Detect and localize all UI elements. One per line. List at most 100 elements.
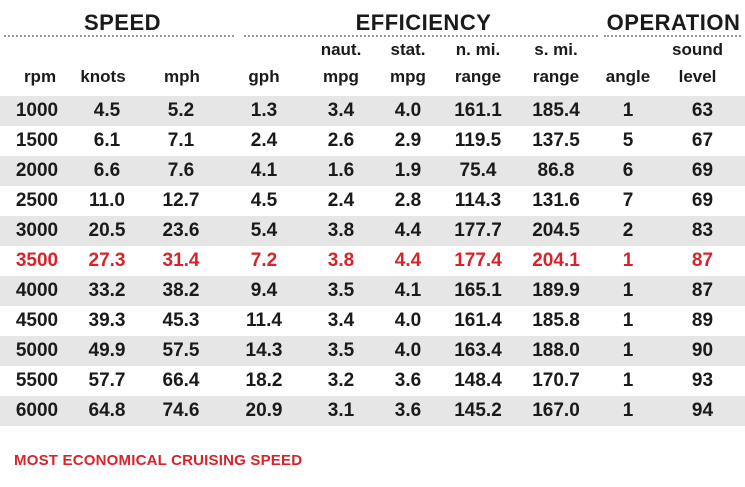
cell-mph: 57.5 <box>140 336 222 366</box>
cell-angle: 1 <box>596 276 660 306</box>
cell-knots: 6.6 <box>74 156 140 186</box>
cell-mph: 45.3 <box>162 310 200 331</box>
header-top-stat: stat. <box>390 40 426 59</box>
cell-smi-range: 204.1 <box>532 250 580 271</box>
cell-angle: 6 <box>596 156 660 186</box>
operation-title: OPERATION <box>606 10 741 35</box>
cell-nmi-range: 177.4 <box>454 250 502 271</box>
cell-nmi-range: 177.7 <box>440 216 516 246</box>
cell-nmi-range: 163.4 <box>440 336 516 366</box>
cell-naut-mpg: 3.8 <box>327 250 355 271</box>
cell-smi-range: 131.6 <box>532 190 580 211</box>
cell-gph: 14.3 <box>222 336 306 366</box>
cell-gph: 2.4 <box>250 130 278 151</box>
cell-rpm: 4500 <box>15 310 59 331</box>
cell-smi-range: 185.4 <box>516 96 596 126</box>
cell-mph: 38.2 <box>140 276 222 306</box>
cell-knots: 39.3 <box>88 310 126 331</box>
cell-stat-mpg: 4.0 <box>376 336 440 366</box>
table-row: 3000 20.5 23.6 5.4 3.8 4.4 177.7 204.5 2 83 <box>0 216 745 246</box>
cell-stat-mpg: 4.0 <box>394 310 422 331</box>
header-nmi-range: range <box>454 67 502 86</box>
cell-knots: 6.1 <box>93 130 121 151</box>
table-row: 4500 39.3 45.3 11.4 3.4 4.0 161.4 185.8 1 89 <box>0 306 745 336</box>
header-top-sound: sound <box>672 40 723 59</box>
table-row: 5500 57.7 66.4 18.2 3.2 3.6 148.4 170.7 1 93 <box>0 366 745 396</box>
cell-gph: 20.9 <box>222 396 306 426</box>
header-stat-mpg: mpg <box>390 67 426 86</box>
cell-angle: 5 <box>622 130 634 151</box>
cell-smi-range: 204.5 <box>516 216 596 246</box>
cell-rpm: 4000 <box>0 276 74 306</box>
cell-angle: 1 <box>622 370 634 391</box>
cell-angle: 2 <box>596 216 660 246</box>
cell-mph: 74.6 <box>140 396 222 426</box>
cell-naut-mpg: 3.2 <box>327 370 355 391</box>
header-smi-range: range <box>532 67 580 86</box>
header-top-naut: naut. <box>320 40 362 59</box>
cell-smi-range: 137.5 <box>532 130 580 151</box>
cell-nmi-range: 75.4 <box>440 156 516 186</box>
cell-angle: 1 <box>596 336 660 366</box>
cell-naut-mpg: 3.4 <box>306 96 376 126</box>
cell-rpm: 1500 <box>15 130 59 151</box>
cell-rpm: 2500 <box>15 190 59 211</box>
table-row: 1000 4.5 5.2 1.3 3.4 4.0 161.1 185.4 1 63 <box>0 96 745 126</box>
cell-gph: 5.4 <box>222 216 306 246</box>
cell-sound-level: 69 <box>691 190 714 211</box>
cell-smi-range: 185.8 <box>532 310 580 331</box>
cell-nmi-range: 114.3 <box>454 190 502 211</box>
cell-stat-mpg: 2.9 <box>394 130 422 151</box>
header-sound-level: level <box>678 67 717 86</box>
cell-gph: 9.4 <box>222 276 306 306</box>
cell-gph: 18.2 <box>245 370 283 391</box>
cell-knots: 33.2 <box>74 276 140 306</box>
cell-sound-level: 87 <box>660 276 745 306</box>
table-row: 5000 49.9 57.5 14.3 3.5 4.0 163.4 188.0 1 90 <box>0 336 745 366</box>
cell-angle: 1 <box>596 96 660 126</box>
cell-sound-level: 83 <box>660 216 745 246</box>
cell-nmi-range: 161.4 <box>454 310 502 331</box>
cell-sound-level: 87 <box>691 250 714 271</box>
cell-smi-range: 167.0 <box>516 396 596 426</box>
efficiency-divider <box>244 35 598 37</box>
footnote-most-economical: MOST ECONOMICAL CRUISING SPEED <box>14 452 303 469</box>
speed-title: SPEED <box>83 10 162 35</box>
cell-nmi-range: 145.2 <box>440 396 516 426</box>
cell-smi-range: 86.8 <box>516 156 596 186</box>
cell-stat-mpg: 3.6 <box>394 370 422 391</box>
cell-rpm: 5500 <box>15 370 59 391</box>
cell-knots: 49.9 <box>74 336 140 366</box>
cell-smi-range: 170.7 <box>532 370 580 391</box>
cell-sound-level: 67 <box>691 130 714 151</box>
cell-mph: 12.7 <box>162 190 200 211</box>
cell-mph: 31.4 <box>162 250 200 271</box>
table-row: 2000 6.6 7.6 4.1 1.6 1.9 75.4 86.8 6 69 <box>0 156 745 186</box>
cell-sound-level: 69 <box>660 156 745 186</box>
operation-divider <box>604 35 741 37</box>
cell-rpm: 2000 <box>0 156 74 186</box>
cell-naut-mpg: 3.8 <box>306 216 376 246</box>
cell-knots: 11.0 <box>89 190 125 211</box>
cell-stat-mpg: 3.6 <box>376 396 440 426</box>
cell-knots: 4.5 <box>74 96 140 126</box>
cell-gph: 4.1 <box>222 156 306 186</box>
cell-smi-range: 188.0 <box>516 336 596 366</box>
cell-sound-level: 93 <box>691 370 714 391</box>
table-body: 1000 4.5 5.2 1.3 3.4 4.0 161.1 185.4 1 63 1500 6.1 7… <box>0 96 745 426</box>
table-row: 3500 27.3 31.4 7.2 3.8 4.4 177.4 204.1 1 87 <box>0 246 745 276</box>
cell-gph: 1.3 <box>222 96 306 126</box>
header-angle: angle <box>605 67 651 86</box>
cell-rpm: 6000 <box>0 396 74 426</box>
cell-angle: 1 <box>622 250 634 271</box>
cell-nmi-range: 119.5 <box>454 130 502 151</box>
cell-knots: 20.5 <box>74 216 140 246</box>
efficiency-title: EFFICIENCY <box>355 10 492 35</box>
cell-stat-mpg: 1.9 <box>376 156 440 186</box>
cell-stat-mpg: 4.1 <box>376 276 440 306</box>
cell-angle: 1 <box>596 396 660 426</box>
group-title-speed: SPEED <box>0 10 245 36</box>
group-title-operation: OPERATION <box>602 10 745 36</box>
cell-naut-mpg: 3.5 <box>306 336 376 366</box>
cell-stat-mpg: 4.4 <box>394 250 422 271</box>
